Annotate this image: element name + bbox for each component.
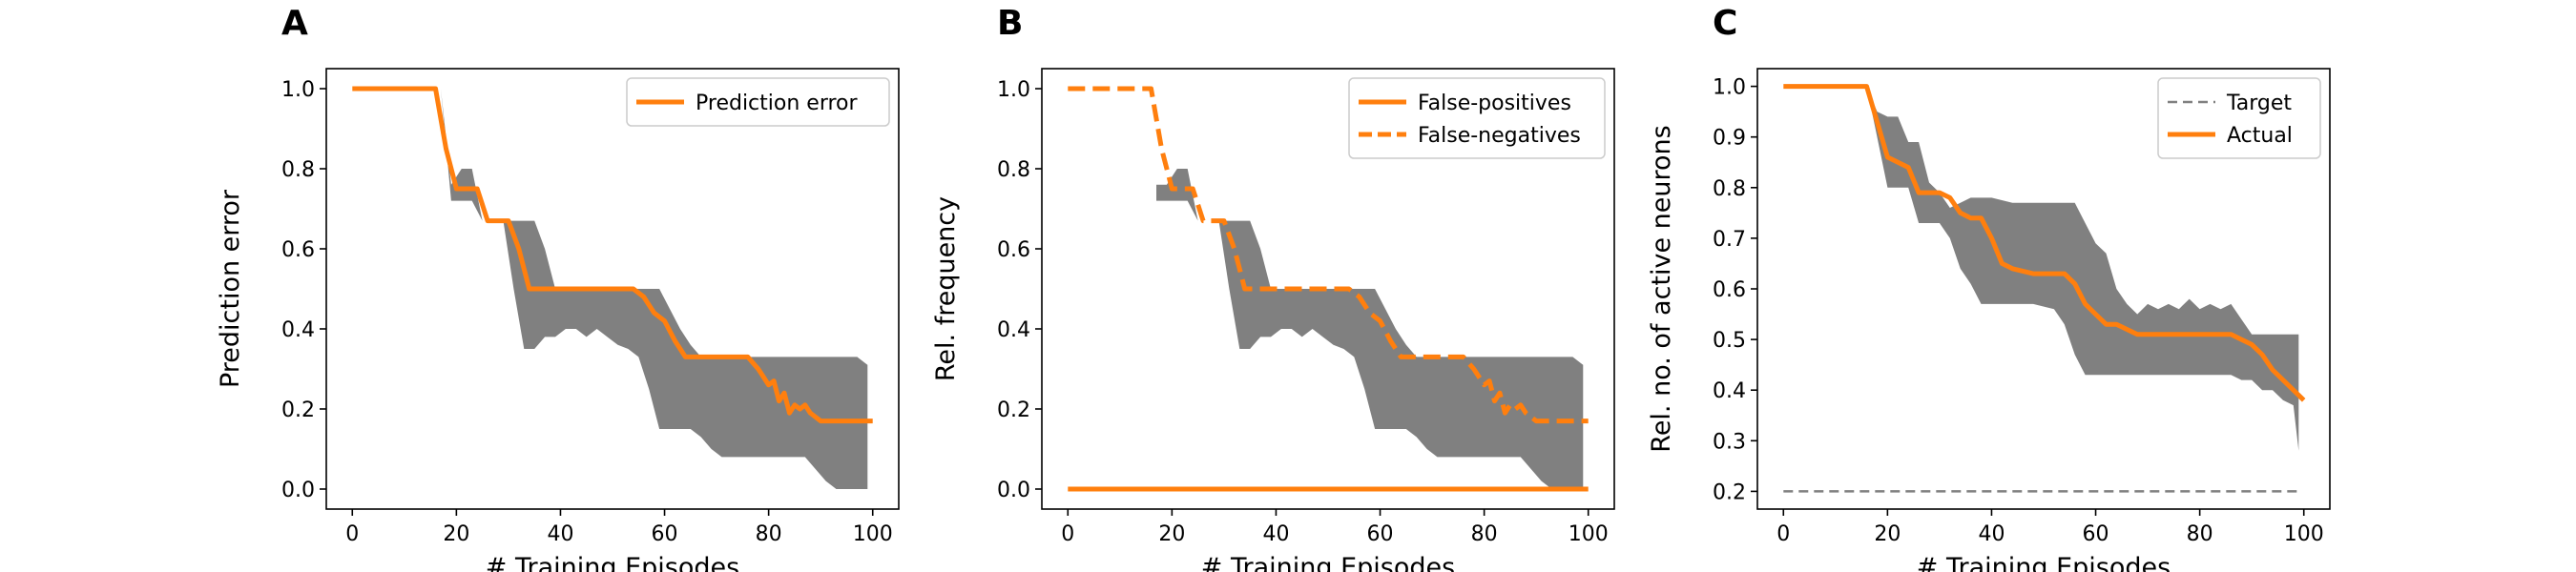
x-tick-label: 100	[853, 522, 893, 546]
panel-a: A 0 20 40 60 80 100 0.0 0.2 0.4 0.6 0.8 1.0 # Trainin…	[216, 4, 900, 572]
panel-letter: A	[281, 4, 308, 43]
y-tick-label: 0.6	[997, 238, 1030, 262]
panel-c: C 0 20 40 60 80 100 0.2 0.3 0.4 0.5 0.6 0.7 0.8 0.9 1.0…	[1647, 4, 2331, 572]
series-line-false-negatives	[1068, 86, 1589, 424]
y-tick-label: 0.6	[281, 238, 315, 262]
range-band	[1156, 169, 1584, 489]
y-tick-label: 0.4	[1713, 379, 1746, 403]
x-tick-label: 20	[1158, 522, 1185, 546]
y-tick-label: 0.6	[1713, 278, 1746, 302]
legend-label: Actual	[2227, 124, 2293, 148]
x-tick-label: 0	[345, 522, 359, 546]
x-tick-label: 0	[1061, 522, 1074, 546]
panel-b: B 0 20 40 60 80 100 0.0 0.2 0.4 0.6 0.8 1.0 # Trainin…	[931, 4, 1615, 572]
y-tick-label: 0.2	[281, 398, 315, 422]
series-line-prediction-error	[352, 86, 873, 424]
y-axis-label: Rel. frequency	[931, 196, 961, 381]
x-tick-label: 80	[1471, 522, 1498, 546]
y-tick-label: 0.5	[1713, 329, 1746, 353]
legend-label: False-positives	[1418, 92, 1571, 115]
axes-frame	[1041, 68, 1615, 510]
panel-letter: B	[997, 4, 1023, 43]
x-tick-label: 0	[1776, 522, 1790, 546]
panel-letter: C	[1713, 4, 1737, 43]
y-tick-label: 0.0	[997, 479, 1030, 502]
y-tick-label: 0.2	[1713, 480, 1746, 504]
x-tick-label: 20	[443, 522, 469, 546]
x-tick-label: 40	[1262, 522, 1289, 546]
y-tick-label: 0.0	[281, 479, 315, 502]
x-axis-label: # Training Episodes	[486, 553, 739, 572]
y-tick-label: 0.3	[1713, 430, 1746, 454]
x-tick-label: 60	[2083, 522, 2109, 546]
y-tick-label: 0.8	[281, 158, 315, 182]
legend-box	[2157, 77, 2321, 159]
legend-box	[626, 77, 890, 127]
y-tick-label: 0.7	[1713, 228, 1746, 252]
x-axis-label: # Training Episodes	[1201, 553, 1455, 572]
y-tick-label: 0.9	[1713, 127, 1746, 151]
axes-frame	[325, 68, 900, 510]
x-tick-label: 100	[2284, 522, 2324, 546]
x-tick-label: 80	[2187, 522, 2213, 546]
y-axis-label: Rel. no. of active neurons	[1647, 125, 1676, 452]
y-tick-label: 0.8	[997, 158, 1030, 182]
legend-box	[1348, 77, 1606, 159]
y-tick-label: 0.4	[997, 318, 1030, 342]
series-line-actual	[1783, 84, 2306, 402]
y-tick-label: 0.2	[997, 398, 1030, 422]
y-tick-label: 0.4	[281, 318, 315, 342]
legend: Target Actual	[2157, 77, 2321, 159]
y-tick-label: 0.8	[1713, 177, 1746, 201]
y-axis-label: Prediction error	[216, 189, 245, 388]
x-tick-label: 60	[652, 522, 678, 546]
x-tick-label: 20	[1874, 522, 1901, 546]
x-tick-label: 80	[756, 522, 782, 546]
x-tick-label: 40	[1978, 522, 2005, 546]
legend-label: Prediction error	[696, 92, 858, 115]
y-tick-label: 1.0	[1713, 76, 1746, 100]
y-tick-label: 1.0	[281, 78, 315, 102]
x-tick-label: 100	[1568, 522, 1609, 546]
x-axis-label: # Training Episodes	[1917, 553, 2171, 572]
legend-label: False-negatives	[1418, 124, 1581, 148]
x-tick-label: 60	[1367, 522, 1394, 546]
legend: Prediction error	[626, 77, 890, 127]
legend-label: Target	[2226, 92, 2292, 115]
x-tick-label: 40	[547, 522, 573, 546]
legend: False-positives False-negatives	[1348, 77, 1606, 159]
y-tick-label: 1.0	[997, 78, 1030, 102]
